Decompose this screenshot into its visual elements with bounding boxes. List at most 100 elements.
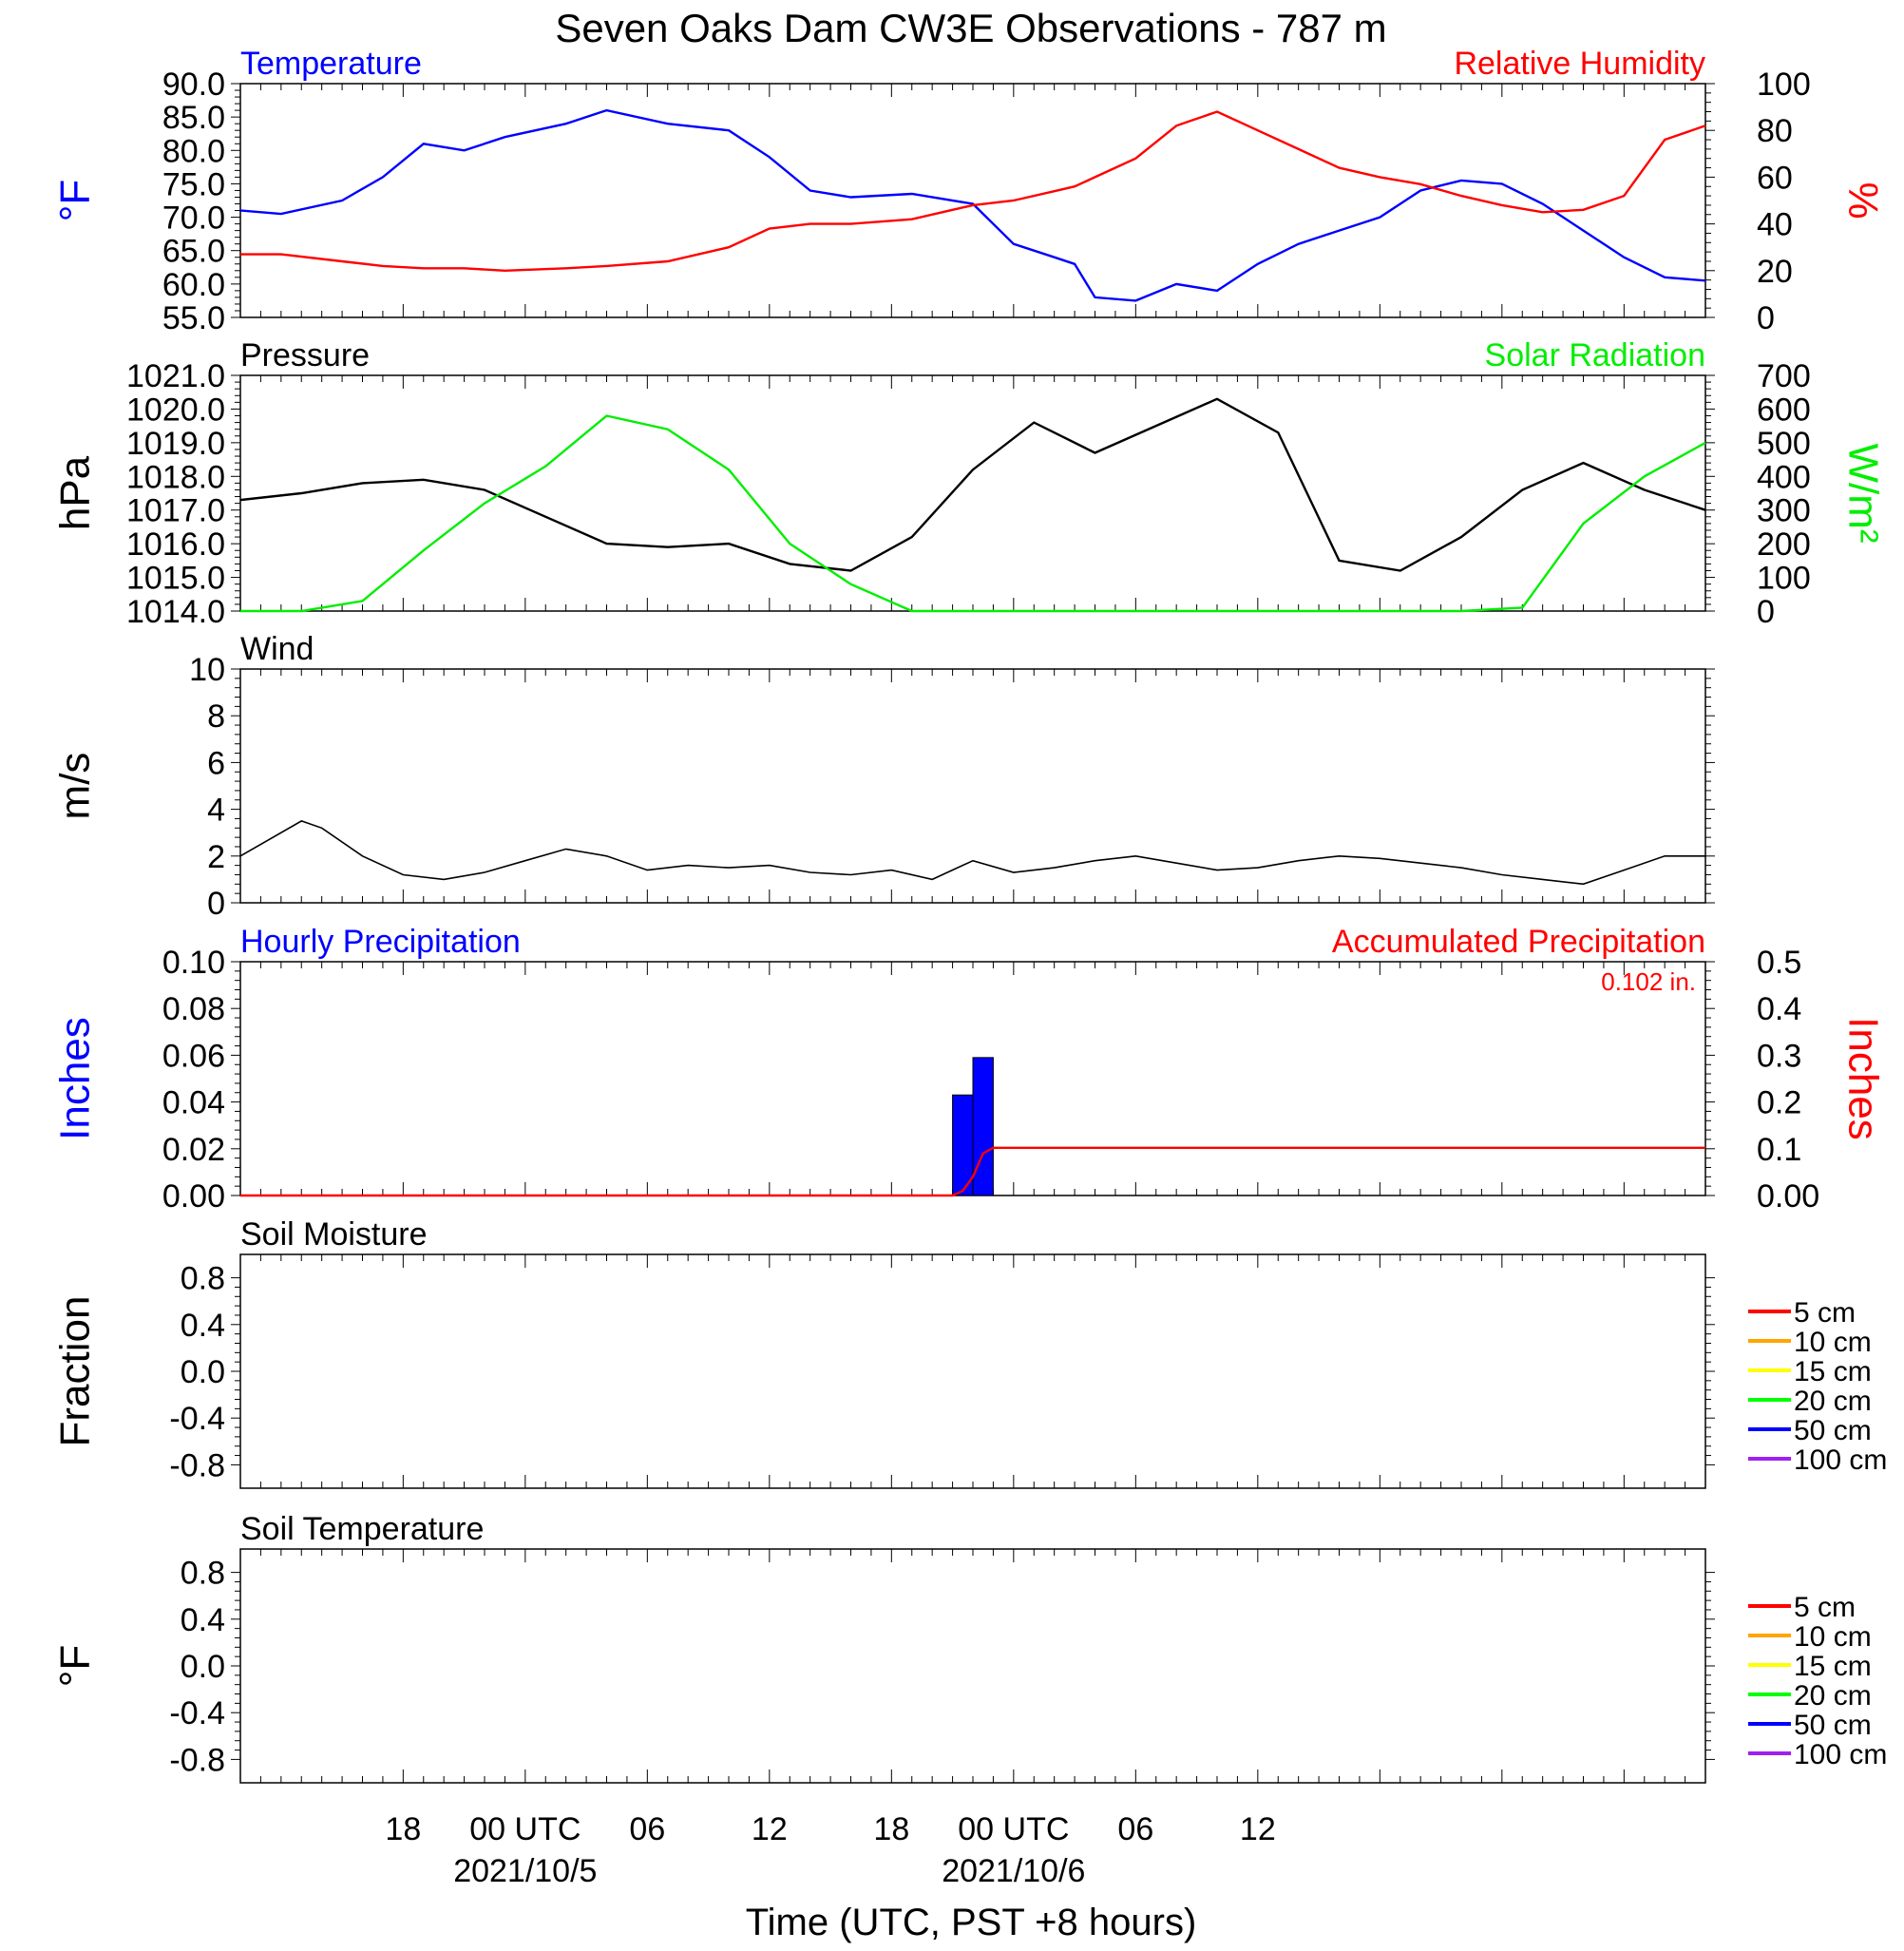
y-axis-label-right: W/m² [1839, 443, 1886, 543]
y-right-tick-label: 700 [1757, 358, 1811, 394]
y-tick-label: 0.0 [181, 1354, 225, 1390]
y-axis-label-left: Inches [52, 1017, 99, 1140]
y-right-tick-label: 100 [1757, 67, 1811, 103]
y-tick-label: 90.0 [162, 67, 225, 103]
panel-title-left: Hourly Precipitation [240, 924, 521, 960]
x-tick-label: 12 [1240, 1811, 1276, 1847]
y-right-tick-label: 300 [1757, 493, 1811, 529]
y-tick-label: 1015.0 [126, 561, 225, 597]
y-right-tick-label: 0.5 [1757, 945, 1801, 981]
y-tick-label: 80.0 [162, 133, 225, 169]
x-tick-date-label: 2021/10/6 [942, 1853, 1085, 1889]
y-tick-label: 60.0 [162, 267, 225, 303]
y-tick-label: 0.02 [162, 1132, 225, 1168]
y-tick-label: 0.0 [181, 1649, 225, 1685]
x-tick-label: 18 [873, 1811, 909, 1847]
panel-title-left: Wind [240, 631, 314, 667]
x-tick-label: 00 UTC [469, 1811, 581, 1847]
panel-title-right: Accumulated Precipitation [1332, 924, 1705, 960]
y-right-tick-label: 0.4 [1757, 991, 1801, 1027]
panel-precip [231, 961, 1715, 1197]
y-tick-label: 0.4 [181, 1308, 225, 1344]
y-tick-label: -0.8 [169, 1742, 225, 1778]
y-tick-label: 0.10 [162, 945, 225, 981]
y-right-tick-label: 80 [1757, 113, 1793, 149]
series-line-temperature [239, 108, 1706, 302]
y-axis-label-right: Inches [1839, 1017, 1886, 1140]
series-line-wind-speed [239, 820, 1705, 886]
plot-frame [239, 1548, 1706, 1784]
panel-temp_rh [231, 83, 1715, 318]
legend-label: 50 cm [1794, 1415, 1872, 1446]
x-tick-label: 18 [385, 1811, 421, 1847]
y-tick-label: 1017.0 [126, 493, 225, 529]
y-tick-label: 70.0 [162, 201, 225, 237]
y-right-tick-label: 0.1 [1757, 1132, 1801, 1168]
panel-title-right: Solar Radiation [1485, 337, 1705, 373]
y-tick-label: 1018.0 [126, 459, 225, 495]
y-tick-label: 1019.0 [126, 426, 225, 462]
y-tick-label: 4 [207, 793, 225, 829]
figure-title: Seven Oaks Dam CW3E Observations - 787 m [555, 6, 1386, 50]
y-right-tick-label: 0 [1757, 594, 1775, 630]
y-right-tick-label: 600 [1757, 392, 1811, 428]
y-tick-label: 1021.0 [126, 358, 225, 394]
legend-label: 5 cm [1794, 1592, 1856, 1623]
y-tick-label: -0.4 [169, 1401, 225, 1437]
y-tick-label: 85.0 [162, 100, 225, 136]
panel-title-left: Temperature [240, 46, 422, 82]
y-tick-label: 75.0 [162, 166, 225, 202]
y-tick-label: 0 [207, 886, 225, 922]
series-line-solar-radiation [240, 414, 1706, 613]
legend-label: 50 cm [1794, 1710, 1872, 1741]
precip-bar [972, 1057, 994, 1196]
legend-label: 15 cm [1794, 1651, 1872, 1682]
series-line-accumulated-precipitation [240, 1146, 1705, 1197]
y-tick-label: 55.0 [162, 300, 225, 336]
legend-label: 10 cm [1794, 1621, 1872, 1653]
y-right-tick-label: 20 [1757, 254, 1793, 290]
x-tick-date-label: 2021/10/5 [453, 1853, 597, 1889]
legend-label: 100 cm [1794, 1444, 1887, 1476]
y-axis-label-left: °F [52, 180, 99, 221]
panel-title-left: Soil Moisture [240, 1216, 428, 1253]
legend-label: 10 cm [1794, 1327, 1872, 1358]
y-tick-label: -0.8 [169, 1447, 225, 1483]
plot-frame [239, 1253, 1706, 1489]
x-tick-label: 06 [629, 1811, 665, 1847]
panel-title-right: Relative Humidity [1454, 46, 1705, 82]
legend-label: 15 cm [1794, 1356, 1872, 1387]
panel-pres_solar [231, 374, 1715, 613]
legend-label: 20 cm [1794, 1680, 1872, 1712]
y-right-tick-label: 60 [1757, 160, 1793, 196]
y-tick-label: 0.8 [181, 1556, 225, 1592]
panel-title-left: Soil Temperature [240, 1511, 484, 1547]
y-axis-label-right: % [1839, 182, 1886, 219]
y-right-tick-label: 0.2 [1757, 1085, 1801, 1121]
x-tick-label: 06 [1117, 1811, 1153, 1847]
panel-soil_moist [231, 1253, 1791, 1489]
y-axis-label-left: °F [52, 1645, 99, 1687]
y-tick-label: 0.06 [162, 1038, 225, 1074]
y-right-tick-label: 200 [1757, 526, 1811, 563]
y-tick-label: 1020.0 [126, 392, 225, 428]
legend-label: 100 cm [1794, 1739, 1887, 1770]
y-tick-label: 1016.0 [126, 526, 225, 563]
x-tick-label: 00 UTC [958, 1811, 1069, 1847]
y-right-tick-label: 40 [1757, 207, 1793, 243]
x-axis-label: Time (UTC, PST +8 hours) [746, 1902, 1197, 1943]
y-tick-label: 0.04 [162, 1085, 225, 1121]
series-line-pressure [239, 397, 1706, 572]
y-axis-label-left: hPa [52, 455, 99, 530]
y-right-tick-label: 0.00 [1757, 1178, 1819, 1215]
y-right-tick-label: 0.3 [1757, 1038, 1801, 1074]
y-tick-label: 1014.0 [126, 594, 225, 630]
y-tick-label: 8 [207, 698, 225, 735]
x-tick-label: 12 [752, 1811, 788, 1847]
panel-title-left: Pressure [240, 337, 370, 373]
plot-frame [239, 668, 1706, 904]
total-precip-annotation: 0.102 in. [1601, 967, 1696, 996]
legend-label: 5 cm [1794, 1297, 1856, 1329]
